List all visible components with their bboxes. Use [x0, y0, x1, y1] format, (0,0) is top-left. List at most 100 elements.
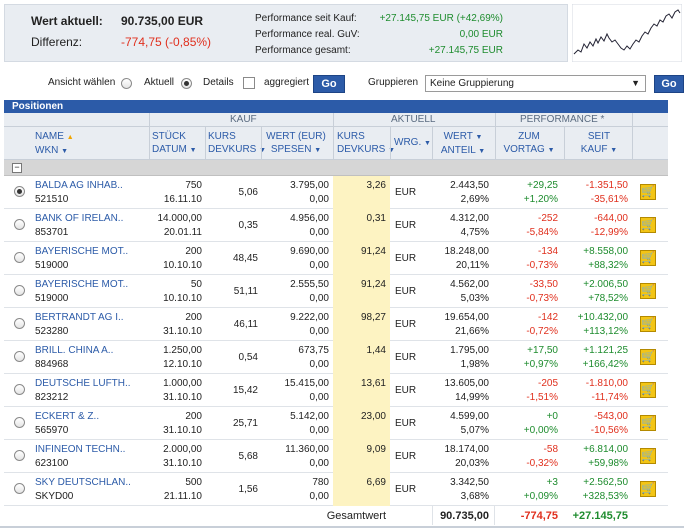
- col-seit-kauf[interactable]: SEIT KAUF ▼: [568, 130, 630, 157]
- kurs-highlight: [333, 440, 390, 473]
- position-name[interactable]: INFINEON TECHN..: [35, 444, 126, 455]
- col-kurs2-label: KURS: [337, 131, 365, 142]
- table-row[interactable]: BANK OF IRELAN.. 853701 14.000,00 20.01.11 0…: [4, 209, 668, 242]
- spesen: 0,00: [309, 260, 329, 271]
- position-name[interactable]: BAYERISCHE MOT..: [35, 279, 129, 290]
- table-row[interactable]: BAYERISCHE MOT.. 519000 200 10.10.10 48,45 9.…: [4, 242, 668, 275]
- position-name[interactable]: DEUTSCHE LUFTH..: [35, 378, 131, 389]
- row-select-radio[interactable]: [14, 186, 25, 197]
- col-seit-label: SEIT: [587, 131, 611, 142]
- sort-down-icon: ▼: [388, 147, 396, 154]
- group-go-button[interactable]: Go: [654, 75, 684, 93]
- shopping-cart-icon[interactable]: 🛒: [640, 250, 656, 266]
- col-wert-label: WERT: [443, 131, 473, 142]
- aggregiert-checkbox[interactable]: [243, 77, 255, 89]
- position-name[interactable]: SKY DEUTSCHLAN..: [35, 477, 131, 488]
- aktuell-kurs: 3,26: [366, 180, 386, 191]
- row-select-radio[interactable]: [14, 219, 25, 230]
- waehrung: EUR: [395, 418, 417, 429]
- position-wkn: 823212: [35, 392, 69, 403]
- vortag-abs: +17,50: [527, 345, 558, 356]
- col-kurs-label: KURS: [208, 131, 236, 142]
- collapse-minus-icon[interactable]: −: [12, 163, 22, 173]
- col-wrg[interactable]: WRG. ▼: [394, 136, 431, 150]
- col-name-wkn[interactable]: NAME ▲ WKN ▼: [35, 130, 74, 158]
- table-row[interactable]: BALDA AG INHAB.. 521510 750 16.11.10 5,06 3.7…: [4, 176, 668, 209]
- seitkauf-abs: +6.814,00: [583, 444, 628, 455]
- differenz-value: -774,75 (-0,85%): [121, 35, 212, 49]
- table-row[interactable]: BAYERISCHE MOT.. 519000 50 10.10.10 51,11 2.5…: [4, 275, 668, 308]
- row-select-radio[interactable]: [14, 285, 25, 296]
- col-name-label: NAME: [35, 131, 64, 142]
- stueck: 200: [185, 411, 202, 422]
- table-row[interactable]: DEUTSCHE LUFTH.. 823212 1.000,00 31.10.10 15…: [4, 374, 668, 407]
- kurs-highlight: [333, 407, 390, 440]
- shopping-cart-icon[interactable]: 🛒: [640, 283, 656, 299]
- column-header-row: NAME ▲ WKN ▼ STÜCK DATUM ▼ KURS DEVKURS …: [4, 127, 668, 160]
- row-select-radio[interactable]: [14, 384, 25, 395]
- position-rows: BALDA AG INHAB.. 521510 750 16.11.10 5,06 3.7…: [4, 176, 668, 506]
- seitkauf-pct: +88,32%: [588, 260, 628, 271]
- shopping-cart-icon[interactable]: 🛒: [640, 448, 656, 464]
- position-name[interactable]: BERTRANDT AG I..: [35, 312, 124, 323]
- position-name[interactable]: ECKERT & Z..: [35, 411, 100, 422]
- vortag-pct: -0,73%: [526, 260, 558, 271]
- radio-aktuell[interactable]: [121, 78, 132, 89]
- spesen: 0,00: [309, 491, 329, 502]
- row-select-radio[interactable]: [14, 351, 25, 362]
- vortag-pct: -0,72%: [526, 326, 558, 337]
- sort-down-icon: ▼: [189, 147, 197, 154]
- row-select-radio[interactable]: [14, 417, 25, 428]
- vortag-pct: +0,09%: [523, 491, 558, 502]
- seitkauf-abs: +2.006,50: [583, 279, 628, 290]
- stueck: 750: [185, 180, 202, 191]
- position-name[interactable]: BRILL. CHINA A..: [35, 345, 114, 356]
- kauf-kurs: 1,56: [238, 484, 258, 495]
- col-wert-eur-label: WERT (EUR): [266, 131, 326, 142]
- row-select-radio[interactable]: [14, 318, 25, 329]
- position-name[interactable]: BAYERISCHE MOT..: [35, 246, 129, 257]
- table-row[interactable]: ECKERT & Z.. 565970 200 31.10.10 25,71 5.142,…: [4, 407, 668, 440]
- col-akt-kurs[interactable]: KURS DEVKURS ▼: [337, 130, 395, 157]
- table-row[interactable]: BERTRANDT AG I.. 523280 200 31.10.10 46,11 9.…: [4, 308, 668, 341]
- aktuell-wert: 18.248,00: [444, 246, 490, 257]
- row-select-radio[interactable]: [14, 252, 25, 263]
- row-select-radio[interactable]: [14, 450, 25, 461]
- kurs-highlight: [333, 275, 390, 308]
- portfolio-sparkline: [572, 4, 682, 62]
- position-name[interactable]: BALDA AG INHAB..: [35, 180, 123, 191]
- shopping-cart-icon[interactable]: 🛒: [640, 349, 656, 365]
- col-stueck-datum[interactable]: STÜCK DATUM ▼: [152, 130, 197, 157]
- table-row[interactable]: INFINEON TECHN.. 623100 2.000,00 31.10.10 5,…: [4, 440, 668, 473]
- shopping-cart-icon[interactable]: 🛒: [640, 481, 656, 497]
- col-kurs-devkurs[interactable]: KURS DEVKURS ▼: [208, 130, 266, 157]
- kurs-highlight: [333, 308, 390, 341]
- view-controls: Ansicht wählen Aktuell Details aggregier…: [0, 72, 684, 94]
- aktuell-kurs: 9,09: [366, 444, 386, 455]
- gruppieren-select[interactable]: Keine Gruppierung ▼: [425, 75, 646, 92]
- shopping-cart-icon[interactable]: 🛒: [640, 184, 656, 200]
- table-row[interactable]: SKY DEUTSCHLAN.. SKYD00 500 21.11.10 1,56 780…: [4, 473, 668, 506]
- table-row[interactable]: BRILL. CHINA A.. 884968 1.250,00 12.10.10 0,…: [4, 341, 668, 374]
- col-vortag[interactable]: ZUM VORTAG ▼: [498, 130, 560, 157]
- aktuell-wert: 4.562,00: [450, 279, 489, 290]
- view-go-button[interactable]: Go: [313, 75, 345, 93]
- shopping-cart-icon[interactable]: 🛒: [640, 415, 656, 431]
- shopping-cart-icon[interactable]: 🛒: [640, 382, 656, 398]
- anteil: 5,03%: [460, 293, 489, 304]
- group-performance: PERFORMANCE *: [520, 114, 605, 125]
- seitkauf-pct: -11,74%: [591, 392, 628, 403]
- shopping-cart-icon[interactable]: 🛒: [640, 217, 656, 233]
- kurs-highlight: [333, 209, 390, 242]
- col-wert-anteil[interactable]: WERT ▼ ANTEIL ▼: [434, 130, 492, 158]
- radio-details[interactable]: [181, 78, 192, 89]
- aktuell-kurs: 1,44: [366, 345, 386, 356]
- seitkauf-abs: -543,00: [594, 411, 628, 422]
- row-select-radio[interactable]: [14, 483, 25, 494]
- position-name[interactable]: BANK OF IRELAN..: [35, 213, 124, 224]
- bottom-border: [0, 526, 684, 528]
- shopping-cart-icon[interactable]: 🛒: [640, 316, 656, 332]
- waehrung: EUR: [395, 385, 417, 396]
- stueck: 200: [185, 246, 202, 257]
- col-wert-spesen[interactable]: WERT (EUR) SPESEN ▼: [262, 130, 330, 157]
